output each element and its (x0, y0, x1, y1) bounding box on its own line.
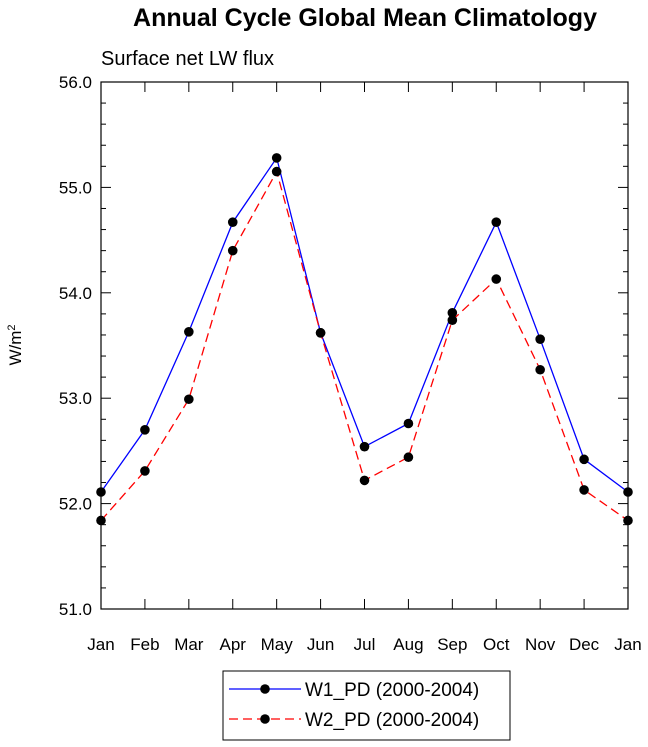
data-point (579, 485, 589, 495)
y-tick-label: 51.0 (59, 600, 92, 619)
x-tick-label: Feb (130, 635, 159, 654)
x-tick-label: Jan (614, 635, 641, 654)
data-point (184, 326, 194, 337)
legend: W1_PD (2000-2004) W2_PD (2000-2004) (222, 670, 511, 741)
data-point (535, 334, 545, 344)
chart-subtitle: Surface net LW flux (101, 48, 274, 70)
y-axis-label: W/m2 (6, 324, 25, 365)
axis-tick-labels: 51.0 52.0 53.0 54.0 55.0 56.0 Jan Feb Mar Apr May J… (59, 73, 642, 654)
data-point (491, 274, 502, 284)
data-point (491, 217, 502, 227)
legend-label: W2_PD (2000-2004) (305, 710, 479, 731)
y-tick-label: 54.0 (59, 284, 92, 303)
chart-title: Annual Cycle Global Mean Climatology (133, 4, 597, 32)
data-point (579, 454, 589, 465)
legend-label: W1_PD (2000-2004) (305, 680, 479, 701)
series-2 (96, 166, 633, 526)
legend-marker (260, 684, 270, 694)
x-tick-label: Jun (307, 635, 334, 654)
plot-frame (100, 81, 629, 610)
data-point (227, 245, 238, 256)
x-tick-label: Jan (87, 635, 114, 654)
x-tick-label: Dec (569, 635, 600, 654)
data-point (403, 452, 414, 463)
legend-box (222, 670, 511, 741)
x-tick-label: Jul (354, 635, 376, 654)
data-point (184, 394, 194, 405)
data-point (227, 217, 238, 227)
y-tick-label: 53.0 (59, 389, 92, 408)
series-line (100, 169, 629, 522)
y-tick-label: 56.0 (59, 73, 92, 92)
data-point (447, 308, 458, 318)
x-tick-label: Apr (220, 635, 247, 654)
axis-ticks (100, 81, 629, 610)
legend-entries: W1_PD (2000-2004) W2_PD (2000-2004) (229, 680, 479, 731)
data-point (315, 328, 326, 338)
data-point (403, 418, 414, 429)
data-point (535, 364, 545, 375)
legend-entry-1: W1_PD (2000-2004) (229, 680, 479, 701)
x-tick-label: Nov (525, 635, 556, 654)
data-point (140, 466, 150, 476)
legend-marker (260, 714, 270, 724)
y-axis-label-superscript: 2 (6, 324, 18, 330)
x-tick-label: May (261, 635, 294, 654)
data-point (359, 475, 370, 486)
data-point (271, 166, 282, 177)
x-tick-label: Oct (483, 635, 510, 654)
data-point (447, 315, 458, 326)
data-point (359, 441, 370, 452)
legend-entry-2: W2_PD (2000-2004) (229, 710, 479, 731)
x-tick-label: Sep (437, 635, 467, 654)
series-1 (96, 153, 633, 497)
y-tick-label: 55.0 (59, 178, 92, 197)
y-tick-label: 52.0 (59, 495, 92, 514)
data-point (271, 153, 282, 163)
x-tick-label: Aug (393, 635, 423, 654)
x-tick-label: Mar (174, 635, 204, 654)
series-layer (96, 153, 633, 526)
data-point (140, 425, 150, 435)
